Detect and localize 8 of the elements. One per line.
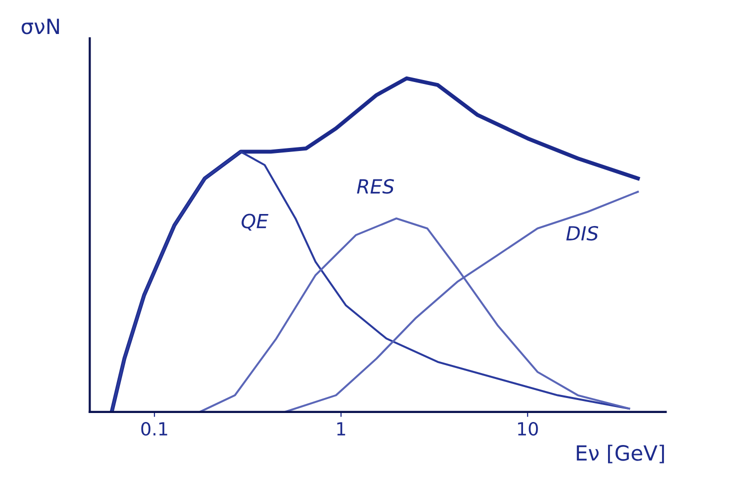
x-tick-label: 1 — [337, 422, 346, 436]
series-label: DIS — [566, 226, 598, 241]
x-tick-label: 0.1 — [141, 422, 168, 436]
x-axis-title: Eν [GeV] — [576, 444, 664, 464]
y-axis-title: σνN — [22, 18, 59, 34]
x-tick-label: 10 — [518, 422, 538, 436]
series-label: QE — [242, 214, 268, 231]
series-label: RES — [356, 179, 394, 194]
